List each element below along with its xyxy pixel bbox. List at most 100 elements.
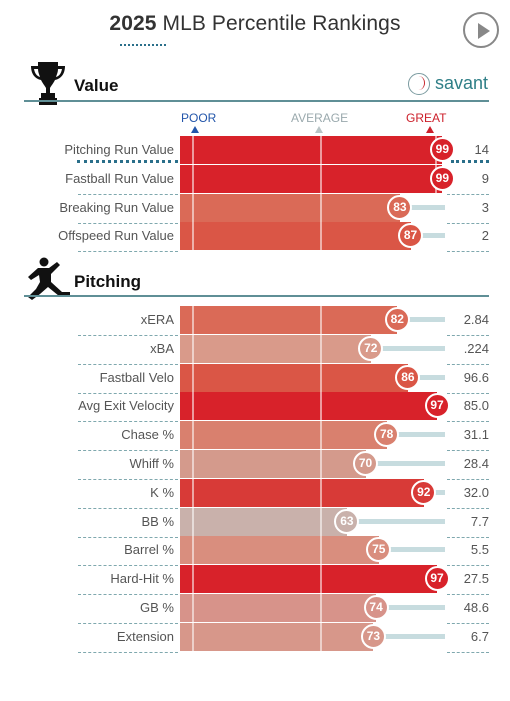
percentile-track-tail	[394, 432, 445, 437]
scale-gridline	[192, 479, 194, 507]
row-separator	[447, 623, 489, 624]
metric-name: Fastball Run Value	[65, 171, 174, 186]
metric-value: 27.5	[463, 571, 489, 586]
row-separator	[78, 565, 178, 566]
percentile-badge[interactable]: 70	[353, 451, 378, 476]
row-separator	[78, 251, 178, 252]
play-button[interactable]	[463, 12, 499, 48]
metric-name: Fastball Velo	[99, 370, 174, 385]
metric-row[interactable]: Avg Exit Velocity 97 85.0	[0, 392, 510, 420]
metric-value: 32.0	[463, 485, 489, 500]
scale-gridline	[192, 306, 194, 334]
percentile-bar	[180, 536, 379, 564]
percentile-badge[interactable]: 72	[358, 336, 384, 361]
scale-gridline	[320, 450, 323, 478]
scale-gridline	[192, 450, 194, 478]
metric-value: 14	[474, 142, 489, 157]
metric-row[interactable]: Extension 73 6.7	[0, 623, 510, 651]
metric-row[interactable]: Offspeed Run Value 87 2	[0, 222, 510, 250]
row-separator	[447, 194, 489, 195]
metric-row[interactable]: xBA 72 .224	[0, 335, 510, 363]
section-header-value: Value	[24, 60, 489, 105]
percentile-badge[interactable]: 74	[363, 595, 389, 620]
section-title-pitching: Pitching	[74, 272, 142, 291]
percentile-badge[interactable]: 73	[360, 624, 386, 649]
metric-name: BB %	[141, 514, 174, 529]
row-separator	[78, 421, 178, 422]
scale-gridline	[192, 623, 194, 651]
scale-label-great: GREAT	[406, 111, 447, 125]
percentile-badge[interactable]: 86	[395, 365, 421, 390]
row-separator	[447, 421, 489, 422]
scale-gridline	[320, 165, 323, 193]
metric-row[interactable]: Whiff % 70 28.4	[0, 450, 510, 478]
metric-value: 9	[481, 171, 489, 186]
metric-row[interactable]: xERA 82 2.84	[0, 306, 510, 334]
metric-name: GB %	[140, 600, 174, 615]
percentile-badge[interactable]: 82	[384, 307, 410, 332]
percentile-badge[interactable]: 99	[429, 137, 455, 162]
row-separator	[447, 537, 489, 538]
percentile-bar	[180, 392, 438, 420]
scale-gridline	[320, 479, 323, 507]
metric-row[interactable]: K % 92 32.0	[0, 479, 510, 507]
metric-value: 5.5	[470, 542, 489, 557]
percentile-badge[interactable]: 83	[387, 195, 413, 220]
percentile-bar	[180, 421, 387, 449]
metric-row[interactable]: BB % 63 7.7	[0, 508, 510, 536]
percentile-badge[interactable]: 97	[424, 393, 450, 418]
percentile-track-tail	[418, 233, 445, 238]
percentile-track-tail	[384, 605, 445, 610]
percentile-badge[interactable]: 78	[374, 422, 400, 447]
percentile-bar	[180, 623, 374, 651]
metric-name: xBA	[150, 341, 174, 356]
scale-marker-average	[315, 126, 323, 133]
metric-value: 85.0	[463, 398, 489, 413]
scale-gridline	[320, 306, 323, 334]
percentile-badge[interactable]: 97	[424, 566, 450, 591]
metric-row[interactable]: Chase % 78 31.1	[0, 421, 510, 449]
scale-gridline	[192, 421, 194, 449]
percentile-track-tail	[373, 461, 445, 466]
title-underline	[120, 44, 166, 46]
scale-gridline	[192, 136, 194, 164]
row-separator	[78, 194, 178, 195]
scale-gridline	[320, 364, 323, 392]
percentile-badge[interactable]: 75	[366, 537, 392, 562]
scale-gridline	[320, 222, 323, 250]
savant-brand-text: savant	[435, 73, 489, 93]
percentile-badge[interactable]: 63	[334, 509, 360, 534]
scale-gridline	[320, 335, 323, 363]
percentile-badge[interactable]: 92	[411, 480, 437, 505]
row-separator	[447, 335, 489, 336]
row-separator	[78, 594, 178, 595]
metric-row[interactable]: Fastball Run Value 99 9	[0, 165, 510, 193]
percentile-badge[interactable]: 99	[429, 166, 455, 191]
metric-row[interactable]: Pitching Run Value 99 14	[0, 136, 510, 164]
scale-gridline	[320, 536, 323, 564]
percentile-badge[interactable]: 87	[398, 223, 424, 248]
baseball-icon	[408, 73, 430, 95]
scale-gridline	[192, 508, 194, 536]
metric-row[interactable]: Hard-Hit % 97 27.5	[0, 565, 510, 593]
percentile-track-tail	[431, 490, 445, 495]
metric-value: 2	[481, 228, 489, 243]
row-separator	[447, 364, 489, 365]
metric-name: Avg Exit Velocity	[78, 398, 174, 413]
scale-label-poor: POOR	[181, 111, 217, 125]
metric-row[interactable]: Breaking Run Value 83 3	[0, 194, 510, 222]
metric-name: K %	[150, 485, 174, 500]
metric-name: Breaking Run Value	[59, 200, 174, 215]
metric-row[interactable]: Fastball Velo 86 96.6	[0, 364, 510, 392]
row-separator	[447, 508, 489, 509]
row-separator	[78, 508, 178, 509]
percentile-track-tail	[354, 519, 445, 524]
metric-row[interactable]: GB % 74 48.6	[0, 594, 510, 622]
percentile-bar	[180, 364, 408, 392]
section-header-pitching: Pitching	[24, 256, 489, 300]
metric-row[interactable]: Barrel % 75 5.5	[0, 536, 510, 564]
highlight-separator	[451, 160, 489, 163]
scale-label-average: AVERAGE	[291, 111, 349, 125]
scale-gridline	[320, 594, 323, 622]
row-separator	[78, 479, 178, 480]
